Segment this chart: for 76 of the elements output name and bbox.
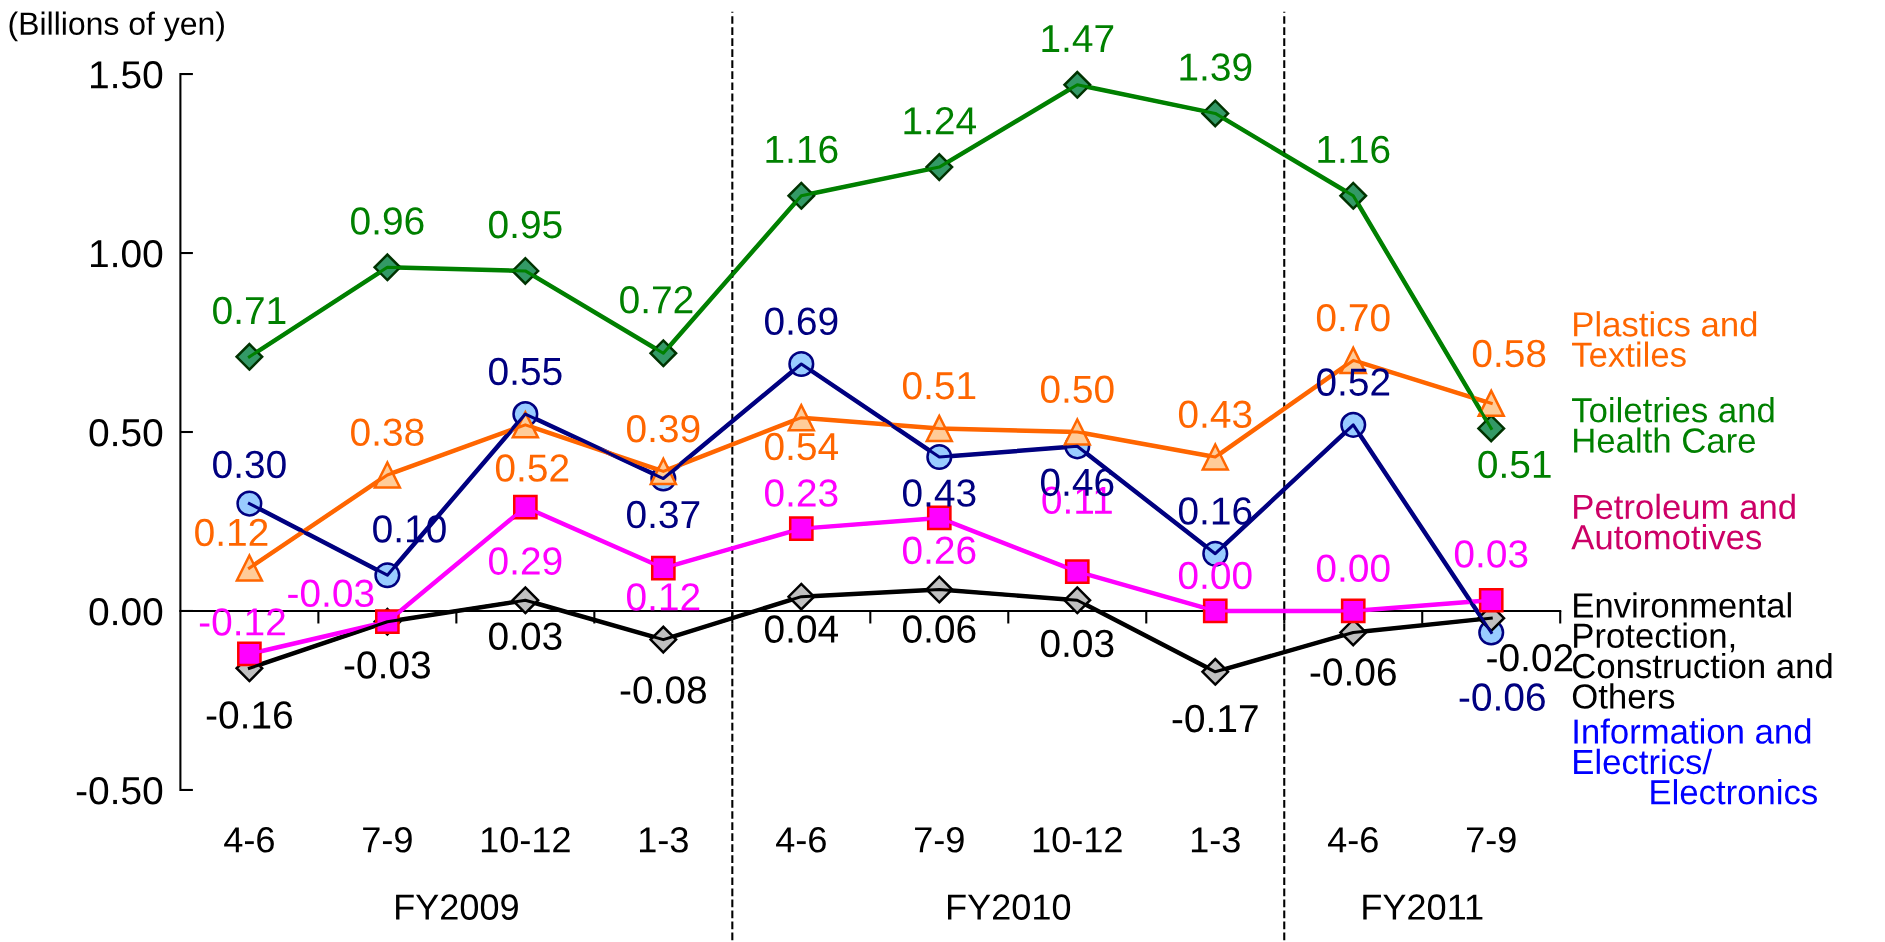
data-label: -0.06 [1459, 683, 1545, 711]
point [1478, 587, 1504, 613]
data-label: 0.00 [1316, 554, 1390, 583]
x-tick-label: 10-12 [1033, 827, 1122, 853]
data-label: 0.50 [1040, 375, 1114, 404]
data-label: 0.12 [627, 583, 700, 611]
data-label: -0.16 [206, 701, 292, 729]
data-label: 0.06 [902, 615, 976, 643]
data-label: 0.38 [351, 418, 424, 447]
data-label: 1.39 [1180, 53, 1252, 81]
data-label: 0.26 [902, 536, 976, 565]
y-tick-label: 0.50 [89, 418, 163, 447]
x-tick-label: 4-6 [1327, 827, 1378, 853]
x-tick-label: 10-12 [481, 827, 570, 853]
text: Information and Electrics/ Electronics [1574, 718, 1817, 805]
data-label: -0.02 [1487, 644, 1573, 672]
data-label: 0.16 [1178, 497, 1252, 525]
data-label: 0.58 [1472, 339, 1546, 368]
data-label: -0.03 [344, 651, 430, 679]
text: Petroleum and Automotives [1571, 493, 1795, 550]
data-label: 0.03 [489, 622, 562, 651]
y-axis-title: (Billions of yen) [9, 11, 224, 42]
data-label: 0.30 [213, 450, 286, 479]
data-label: 0.96 [351, 207, 424, 235]
x-tick-label: 7-9 [1466, 827, 1516, 853]
y-tick-label: 1.50 [91, 60, 163, 89]
text: FY2010 [948, 894, 1071, 920]
x-tick-label: 1-3 [1191, 827, 1240, 853]
data-label: -0.08 [620, 676, 706, 704]
data-label: 0.71 [213, 296, 286, 325]
data-label: 1.16 [1318, 135, 1390, 164]
data-label: 0.03 [1040, 629, 1114, 658]
data-label: 0.95 [489, 210, 562, 239]
data-label: 1.16 [766, 135, 838, 164]
x-tick-label: 4-6 [224, 827, 274, 853]
y-tick-label: 0.00 [89, 597, 163, 626]
data-label: -0.06 [1310, 658, 1396, 686]
data-label: 1.24 [904, 107, 977, 135]
data-label: 0.70 [1316, 303, 1390, 332]
text: FY2009 [396, 894, 518, 920]
data-label: 0.54 [764, 432, 839, 461]
x-tick-label: 1-3 [639, 827, 688, 853]
x-tick-label: 7-9 [363, 827, 412, 853]
data-label: 0.52 [495, 454, 569, 482]
data-label: 1.47 [1042, 25, 1114, 52]
text: Plastics and Textiles [1572, 311, 1757, 368]
x-tick-label: 7-9 [915, 827, 964, 853]
data-label: 0.03 [1454, 540, 1528, 568]
data-label: -0.12 [199, 608, 285, 636]
data-label: -0.17 [1172, 704, 1258, 733]
data-label: 0.52 [1316, 368, 1390, 396]
data-label: 0.51 [902, 371, 976, 400]
point [788, 516, 814, 542]
text: FY2011 [1363, 894, 1483, 920]
data-label: 0.69 [764, 307, 838, 336]
point [235, 554, 264, 582]
data-label: 0.29 [489, 547, 562, 575]
data-label: 0.55 [489, 357, 562, 386]
y-tick-label: -0.50 [76, 776, 163, 805]
data-label: 0.43 [1178, 400, 1252, 429]
series-label: Toiletries and Health Care [1572, 397, 1774, 453]
point [236, 490, 263, 517]
data-label: 0.37 [627, 500, 700, 529]
data-label: -0.03 [288, 579, 374, 608]
data-label: 0.51 [1478, 450, 1551, 479]
data-label: 0.00 [1178, 561, 1252, 590]
data-label: 0.72 [620, 286, 693, 314]
y-tick-label: 1.00 [91, 239, 163, 268]
point [1064, 559, 1090, 584]
data-label: 0.04 [764, 615, 839, 643]
data-label: 0.12 [195, 518, 268, 547]
data-label: 0.23 [764, 479, 838, 507]
data-label: 0.43 [902, 479, 976, 507]
legend-label: Environmental Protection, Construction and Others [1572, 592, 1832, 709]
data-label: 0.39 [627, 414, 700, 443]
x-tick-label: 4-6 [776, 827, 826, 853]
